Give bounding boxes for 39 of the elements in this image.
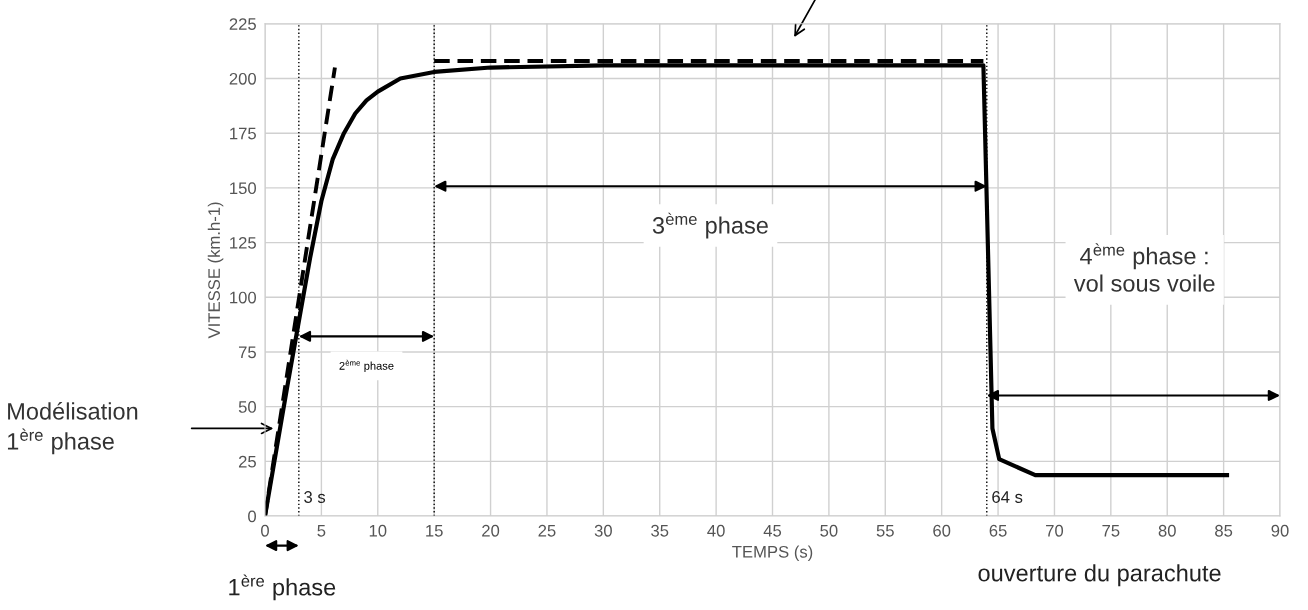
ref-line-label: 3 s [304,491,326,503]
y-tick-label: 200 [229,72,257,85]
ref-line-label: 64 s [992,491,1023,503]
x-tick-label: 30 [594,524,612,537]
x-tick-label: 80 [1158,524,1176,537]
x-axis-title: TEMPS (s) [732,545,813,562]
y-tick-label: 25 [238,455,256,468]
x-tick-label: 5 [317,525,326,537]
text: Modélisation 1$^{ère}$ phase [7,402,138,455]
x-tick-label: 20 [482,524,500,537]
x-tick-label: 50 [820,524,838,537]
x-tick-label: 10 [369,524,387,537]
y-tick-label: 125 [230,236,256,249]
x-tick-label: 60 [933,524,951,537]
annotation: 3$^{ème}$ phase [652,212,768,239]
y-tick-label: 100 [230,291,257,304]
y-axis-title: VITESSE (km.h-1) [207,202,224,339]
x-tick-label: 65 [989,524,1007,537]
x-tick-label: 85 [1215,524,1233,537]
x-tick-label: 90 [1271,524,1289,537]
y-tick-label: 50 [238,401,257,413]
y-tick-label: 75 [238,346,256,359]
x-tick-label: 0 [261,524,269,537]
annotation: 4$^{ème}$ phase : vol sous voile [1073,243,1215,292]
y-tick-label: 150 [230,182,257,195]
y-tick-label: 175 [230,127,256,140]
y-tick-label: 225 [229,18,256,30]
x-tick-label: 25 [538,524,556,537]
text: ouverture du parachute [978,564,1221,587]
x-tick-label: 75 [1102,525,1120,537]
x-tick-label: 55 [876,525,894,537]
x-tick-label: 15 [426,525,443,537]
y-tick-label: 0 [248,510,257,523]
x-tick-label: 45 [763,525,782,537]
x-tick-label: 35 [651,524,669,537]
x-tick-label: 70 [1046,524,1064,537]
text: 1$^{ère}$ phase [229,574,336,601]
x-tick-label: 40 [707,524,725,537]
annotation: 2$^{ème}$ phase [339,359,394,372]
